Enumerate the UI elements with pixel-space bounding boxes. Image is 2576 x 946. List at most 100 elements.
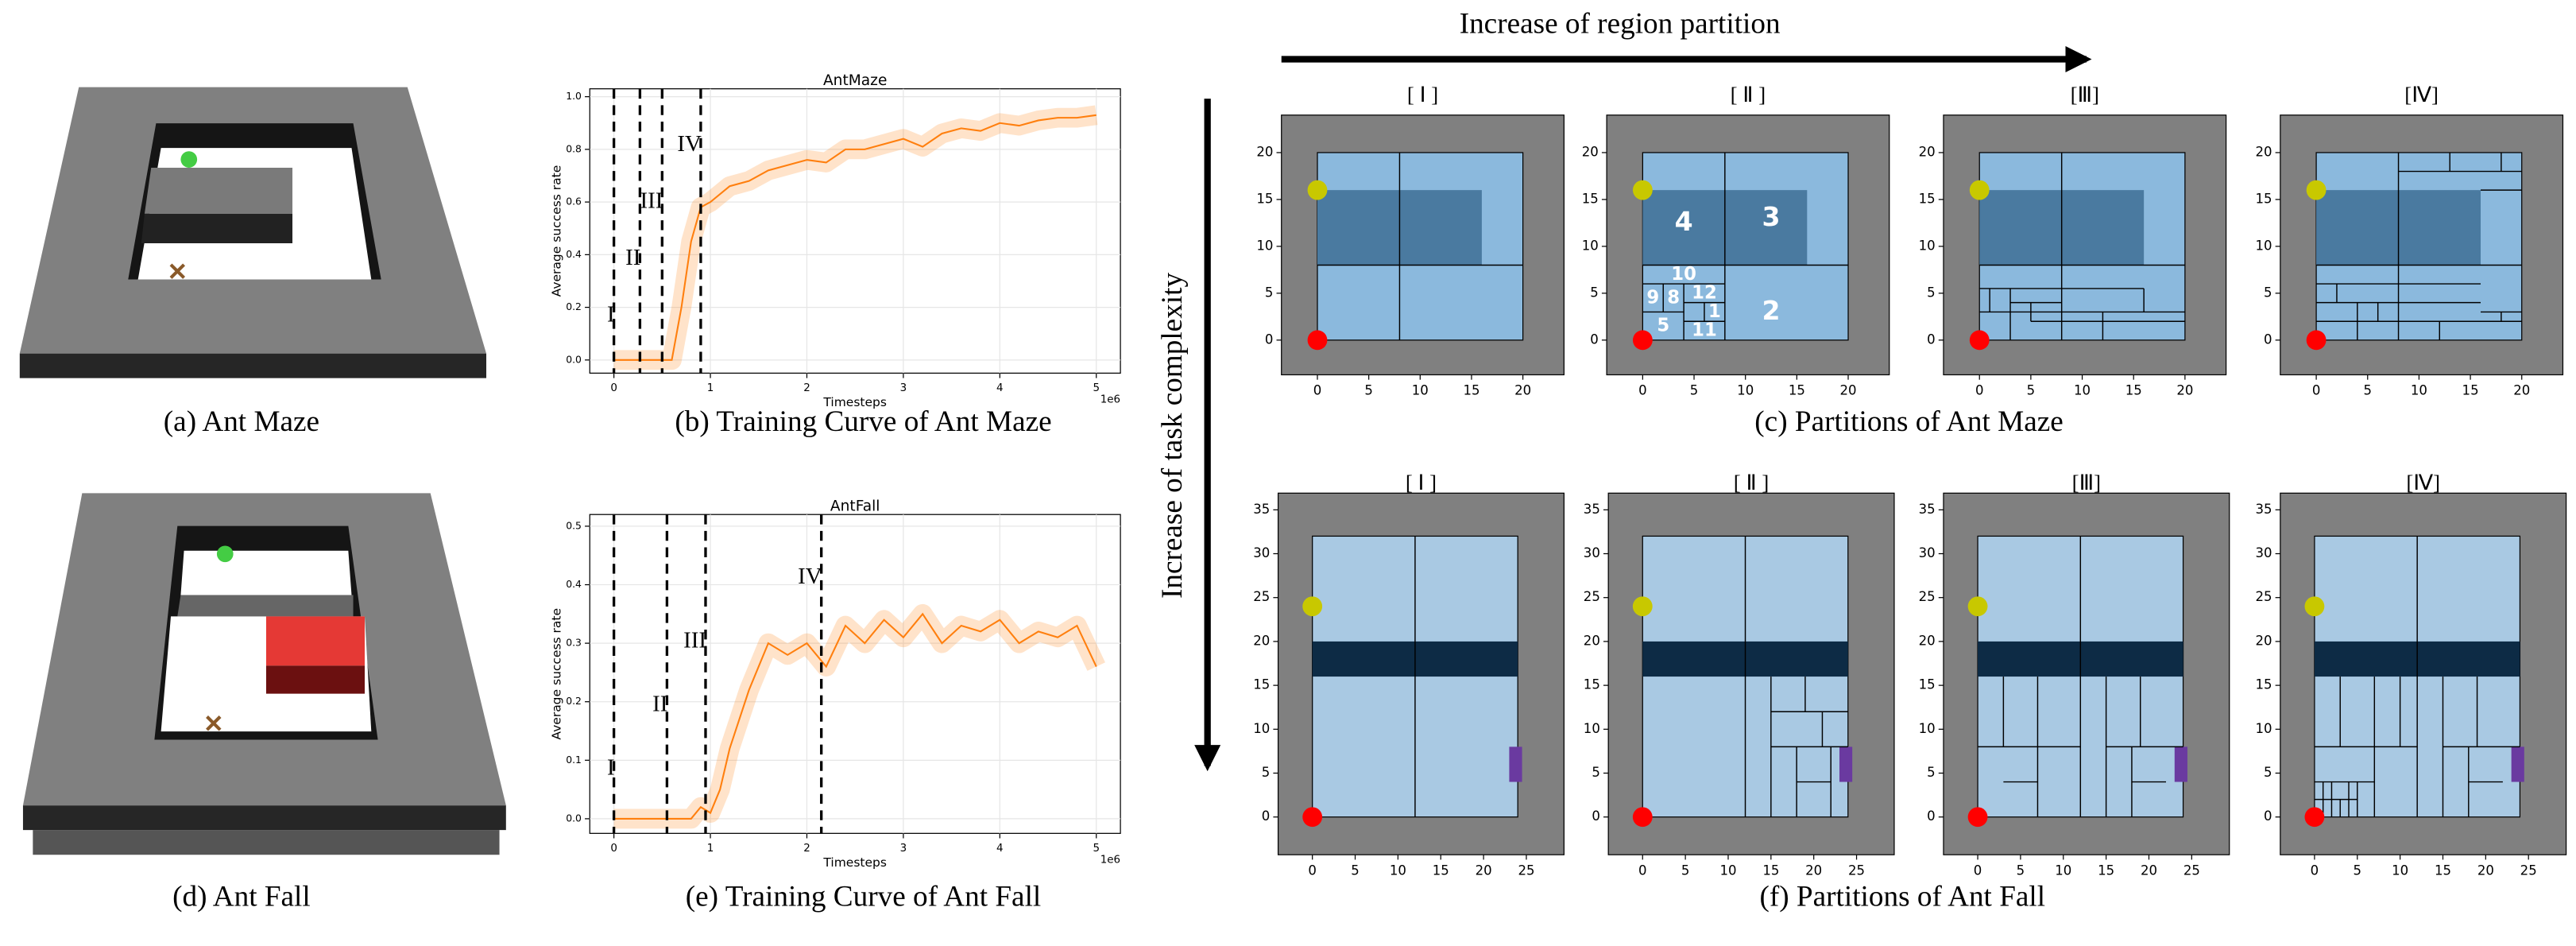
- y-tick-label: 0: [2264, 331, 2272, 347]
- x-tick-label: 0: [610, 382, 617, 394]
- y-tick-label: 20: [2255, 144, 2272, 159]
- stage-label: II: [652, 692, 667, 717]
- y-tick-label: 10: [1919, 238, 1936, 253]
- x-tick-label: 5: [2354, 863, 2362, 878]
- x-tick-label: 20: [1805, 863, 1822, 878]
- x-axis-label: Timesteps: [822, 395, 887, 409]
- plot-frame: [589, 514, 1121, 834]
- y-tick-label: 0.2: [566, 300, 582, 312]
- x-tick-label: 0: [2312, 383, 2321, 398]
- x-tick-label: 2: [803, 843, 810, 855]
- region-label: 4: [1675, 206, 1693, 237]
- y-tick-label: 0.8: [566, 142, 582, 154]
- y-axis-label: Average success rate: [549, 165, 563, 297]
- y-tick-label: 25: [2255, 589, 2272, 604]
- panel-title: [ Ⅰ ]: [1407, 83, 1438, 107]
- y-tick-label: 0: [1927, 331, 1936, 347]
- x-tick-label: 5: [1681, 863, 1690, 878]
- y-tick-label: 0.4: [566, 578, 582, 590]
- y-tick-label: 20: [1253, 633, 1270, 648]
- x-tick-label: 20: [1839, 383, 1856, 398]
- point: [1967, 807, 1988, 828]
- y-tick-label: 15: [2255, 677, 2272, 692]
- region-label: 12: [1692, 282, 1717, 303]
- caption: (e) Training Curve of Ant Fall: [686, 881, 1041, 913]
- arrow-label: Increase of task complexity: [1156, 273, 1189, 599]
- x-tick-label: 0: [1308, 863, 1317, 878]
- region: [2174, 746, 2187, 782]
- x-tick-label: 5: [1351, 863, 1360, 878]
- y-tick-label: 35: [2255, 502, 2272, 517]
- x-tick-label: 25: [1518, 863, 1534, 878]
- y-tick-label: 1.0: [566, 90, 582, 102]
- region-label: 11: [1692, 320, 1717, 341]
- y-tick-label: 35: [1584, 502, 1600, 517]
- chart-title: AntFall: [830, 498, 880, 514]
- y-tick-label: 5: [2264, 765, 2272, 780]
- ant-fall-scene: [22, 493, 506, 855]
- panel-title: [ Ⅱ ]: [1731, 83, 1766, 107]
- y-tick-label: 0: [2264, 808, 2272, 824]
- y-tick-label: 10: [1582, 238, 1599, 253]
- y-tick-label: 15: [1253, 677, 1270, 692]
- x-tick-label: 20: [2477, 863, 2494, 878]
- x-tick-label: 1: [707, 382, 714, 394]
- y-tick-label: 15: [1584, 677, 1600, 692]
- x-tick-label: 4: [996, 843, 1004, 855]
- y-tick-label: 5: [1265, 285, 1274, 300]
- x-tick-label: 10: [1719, 863, 1736, 878]
- y-tick-label: 15: [1919, 677, 1936, 692]
- x-tick-label: 15: [1789, 383, 1805, 398]
- panel-title: [Ⅳ]: [2406, 471, 2440, 494]
- y-tick-label: 15: [1256, 191, 1273, 206]
- region-label: 5: [1657, 316, 1669, 336]
- point: [1969, 180, 1990, 200]
- stage-label: IV: [677, 131, 702, 157]
- caption: (c) Partitions of Ant Maze: [1754, 405, 2063, 438]
- x-tick-label: 0: [1313, 383, 1322, 398]
- x-tick-label: 10: [2055, 863, 2071, 878]
- x-tick-label: 10: [1390, 863, 1406, 878]
- region: [1509, 746, 1522, 782]
- panel-title: [Ⅲ]: [2071, 83, 2099, 107]
- region-label: 9: [1646, 287, 1659, 308]
- caption: (a) Ant Maze: [164, 405, 319, 438]
- x-tick-label: 5: [1093, 843, 1100, 855]
- region: [2511, 746, 2524, 782]
- y-tick-label: 25: [1584, 589, 1600, 604]
- x-tick-label: 10: [2411, 383, 2427, 398]
- x-tick-label: 15: [2462, 383, 2479, 398]
- point: [2306, 330, 2327, 351]
- x-tick-label: 15: [1433, 863, 1449, 878]
- x-tick-label: 0: [1974, 863, 1982, 878]
- y-tick-label: 15: [1919, 191, 1936, 206]
- y-tick-label: 0.2: [566, 695, 582, 707]
- y-tick-label: 10: [2255, 721, 2272, 736]
- y-tick-label: 20: [1584, 633, 1600, 648]
- line-series: [613, 612, 1097, 820]
- point: [1632, 330, 1653, 351]
- y-tick-label: 5: [2264, 285, 2272, 300]
- region-label: 10: [1671, 264, 1696, 285]
- point: [1967, 596, 1988, 617]
- x-axis-label: Timesteps: [822, 855, 887, 870]
- stage-label: III: [640, 188, 663, 213]
- x-tick-label: 5: [1364, 383, 1373, 398]
- y-tick-label: 0: [1927, 808, 1936, 824]
- x-tick-label: 5: [2017, 863, 2025, 878]
- x-tick-label: 3: [900, 382, 907, 394]
- region-label: 2: [1762, 295, 1781, 326]
- axis-offset-label: 1e6: [1100, 394, 1120, 405]
- region-label: 3: [1762, 201, 1781, 232]
- point: [1302, 596, 1323, 617]
- x-tick-label: 5: [2027, 383, 2036, 398]
- point: [2306, 180, 2327, 200]
- point: [1632, 807, 1653, 828]
- point: [2304, 596, 2325, 617]
- region-label: 1: [1708, 301, 1721, 322]
- x-tick-label: 20: [1476, 863, 1492, 878]
- panel-title: [ Ⅱ ]: [1734, 471, 1770, 494]
- x-tick-label: 5: [1690, 383, 1699, 398]
- stage-label: IV: [798, 564, 822, 589]
